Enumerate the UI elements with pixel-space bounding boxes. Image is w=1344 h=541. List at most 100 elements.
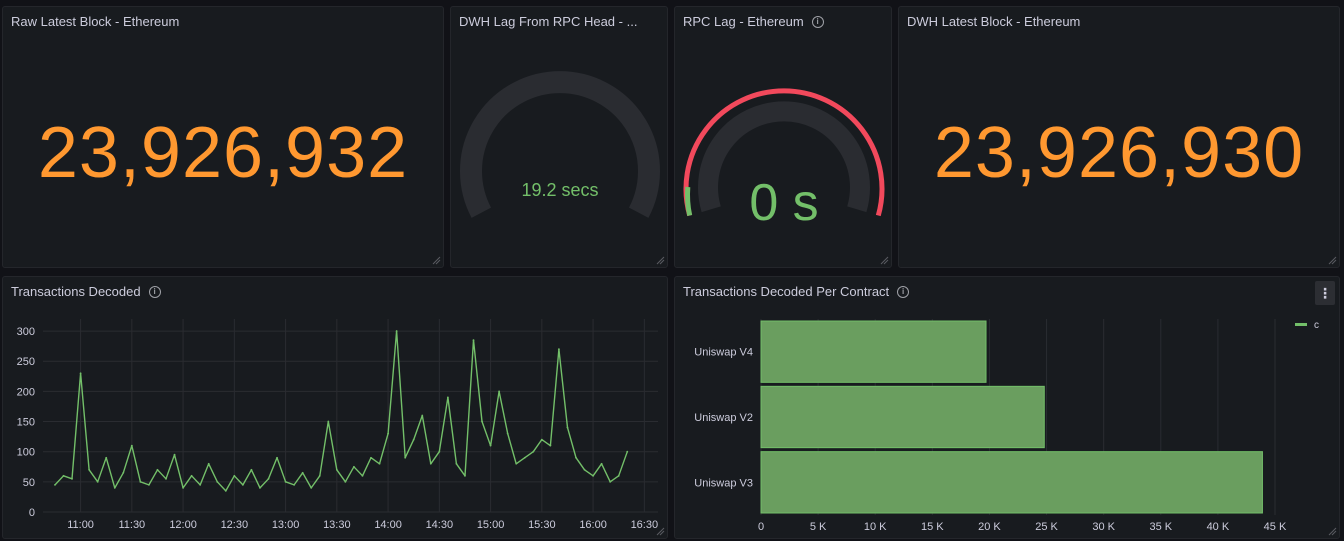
y-tick-label: 50 xyxy=(23,477,35,489)
resize-handle-icon[interactable] xyxy=(655,255,665,265)
data-point xyxy=(361,474,364,477)
data-point xyxy=(481,420,483,423)
kebab-menu-icon[interactable]: ⋮ xyxy=(1315,281,1335,305)
data-point xyxy=(156,468,159,471)
x-tick-label: 15:30 xyxy=(528,519,556,531)
data-point xyxy=(404,456,407,459)
data-point xyxy=(276,456,278,459)
panel-title[interactable]: Raw Latest Block - Ethereum xyxy=(11,14,180,29)
resize-handle-icon[interactable] xyxy=(431,255,441,265)
data-point xyxy=(540,438,543,441)
data-point xyxy=(515,462,518,465)
data-point xyxy=(600,462,603,465)
data-point xyxy=(489,444,492,447)
data-point xyxy=(165,477,167,480)
data-point xyxy=(412,438,415,441)
info-icon[interactable]: i xyxy=(148,285,161,298)
panel-title[interactable]: DWH Latest Block - Ethereum xyxy=(907,14,1081,29)
data-point xyxy=(207,462,210,465)
data-point xyxy=(284,480,287,483)
panel-title[interactable]: DWH Lag From RPC Head - ... xyxy=(459,14,638,29)
x-tick-label: 14:00 xyxy=(374,519,402,531)
data-point xyxy=(335,468,338,471)
data-point xyxy=(54,483,56,486)
panel-transactions-decoded[interactable]: Transactions Decoded i 0 50 100 150 200 250 30… xyxy=(2,276,668,539)
panel-title[interactable]: Transactions Decoded Per Contract i xyxy=(683,284,910,299)
data-point xyxy=(498,390,501,393)
data-point xyxy=(105,456,108,459)
info-icon[interactable]: i xyxy=(897,285,910,298)
data-point xyxy=(429,462,432,465)
panel-title-text: Transactions Decoded Per Contract xyxy=(683,284,890,299)
info-icon[interactable]: i xyxy=(811,15,824,28)
data-point xyxy=(224,489,227,492)
data-point xyxy=(575,456,577,459)
resize-handle-icon[interactable] xyxy=(655,526,665,536)
data-point xyxy=(378,462,381,465)
data-point xyxy=(293,483,296,486)
x-tick-label: 10 K xyxy=(864,521,887,533)
x-tick-label: 16:00 xyxy=(579,519,607,531)
data-point xyxy=(310,486,313,489)
x-tick-label: 11:00 xyxy=(67,519,94,531)
data-point xyxy=(344,480,347,483)
data-point xyxy=(464,474,466,477)
resize-handle-icon[interactable] xyxy=(879,255,889,265)
data-point xyxy=(609,480,612,483)
panel-dwh-lag[interactable]: DWH Lag From RPC Head - ... 19.2 secs xyxy=(450,6,668,268)
x-tick-label: 30 K xyxy=(1092,521,1115,533)
x-tick-label: 12:00 xyxy=(169,519,197,531)
gauge-track xyxy=(460,71,660,218)
data-point xyxy=(327,420,330,423)
y-tick-label: 250 xyxy=(17,356,35,368)
data-point xyxy=(549,444,552,447)
panel-title[interactable]: RPC Lag - Ethereum i xyxy=(683,14,824,29)
panel-raw-latest-block[interactable]: Raw Latest Block - Ethereum 23,926,932 xyxy=(2,6,444,268)
y-tick-label: 200 xyxy=(17,386,35,398)
x-tick-label: 20 K xyxy=(978,521,1001,533)
x-tick-label: 45 K xyxy=(1264,521,1287,533)
data-point xyxy=(301,471,304,474)
x-tick-label: 14:30 xyxy=(426,519,454,531)
legend-swatch xyxy=(1295,323,1307,326)
panel-transactions-per-contract[interactable]: Transactions Decoded Per Contract i ⋮ 0 5… xyxy=(674,276,1340,539)
stat-value: 23,926,930 xyxy=(933,113,1305,193)
data-point xyxy=(241,483,244,486)
panel-rpc-lag[interactable]: RPC Lag - Ethereum i 0 s xyxy=(674,6,892,268)
resize-handle-icon[interactable] xyxy=(1327,526,1337,536)
x-tick-label: 11:30 xyxy=(118,519,145,531)
panel-dwh-latest-block[interactable]: DWH Latest Block - Ethereum 23,926,930 xyxy=(898,6,1340,268)
data-point xyxy=(395,330,398,332)
data-point xyxy=(199,483,202,486)
gauge-value: 0 s xyxy=(749,174,818,232)
category-label: Uniswap V3 xyxy=(694,477,753,489)
data-point xyxy=(523,456,526,459)
data-point xyxy=(71,477,73,480)
series-line xyxy=(54,330,628,492)
category-label: Uniswap V2 xyxy=(694,412,753,424)
data-point xyxy=(122,471,125,474)
resize-handle-icon[interactable] xyxy=(1327,255,1337,265)
category-label: Uniswap V4 xyxy=(694,347,753,359)
data-point xyxy=(387,432,389,435)
x-tick-label: 40 K xyxy=(1207,521,1230,533)
x-tick-label: 12:30 xyxy=(221,519,249,531)
y-tick-label: 100 xyxy=(17,447,35,459)
x-tick-label: 13:30 xyxy=(323,519,351,531)
panel-title[interactable]: Transactions Decoded i xyxy=(11,284,161,299)
x-tick-label: 15:00 xyxy=(477,519,505,531)
data-point xyxy=(455,462,458,465)
x-tick-label: 15 K xyxy=(921,521,944,533)
data-point xyxy=(259,486,261,489)
data-point xyxy=(250,468,253,471)
data-point xyxy=(267,477,270,480)
data-point xyxy=(438,450,441,453)
data-point xyxy=(318,474,321,477)
data-point xyxy=(566,426,569,429)
data-point xyxy=(558,348,560,351)
data-point xyxy=(113,486,116,489)
data-point xyxy=(532,450,535,453)
data-point xyxy=(370,456,372,459)
panel-title-text: Transactions Decoded xyxy=(11,284,141,299)
stat-value: 23,926,932 xyxy=(37,113,409,193)
